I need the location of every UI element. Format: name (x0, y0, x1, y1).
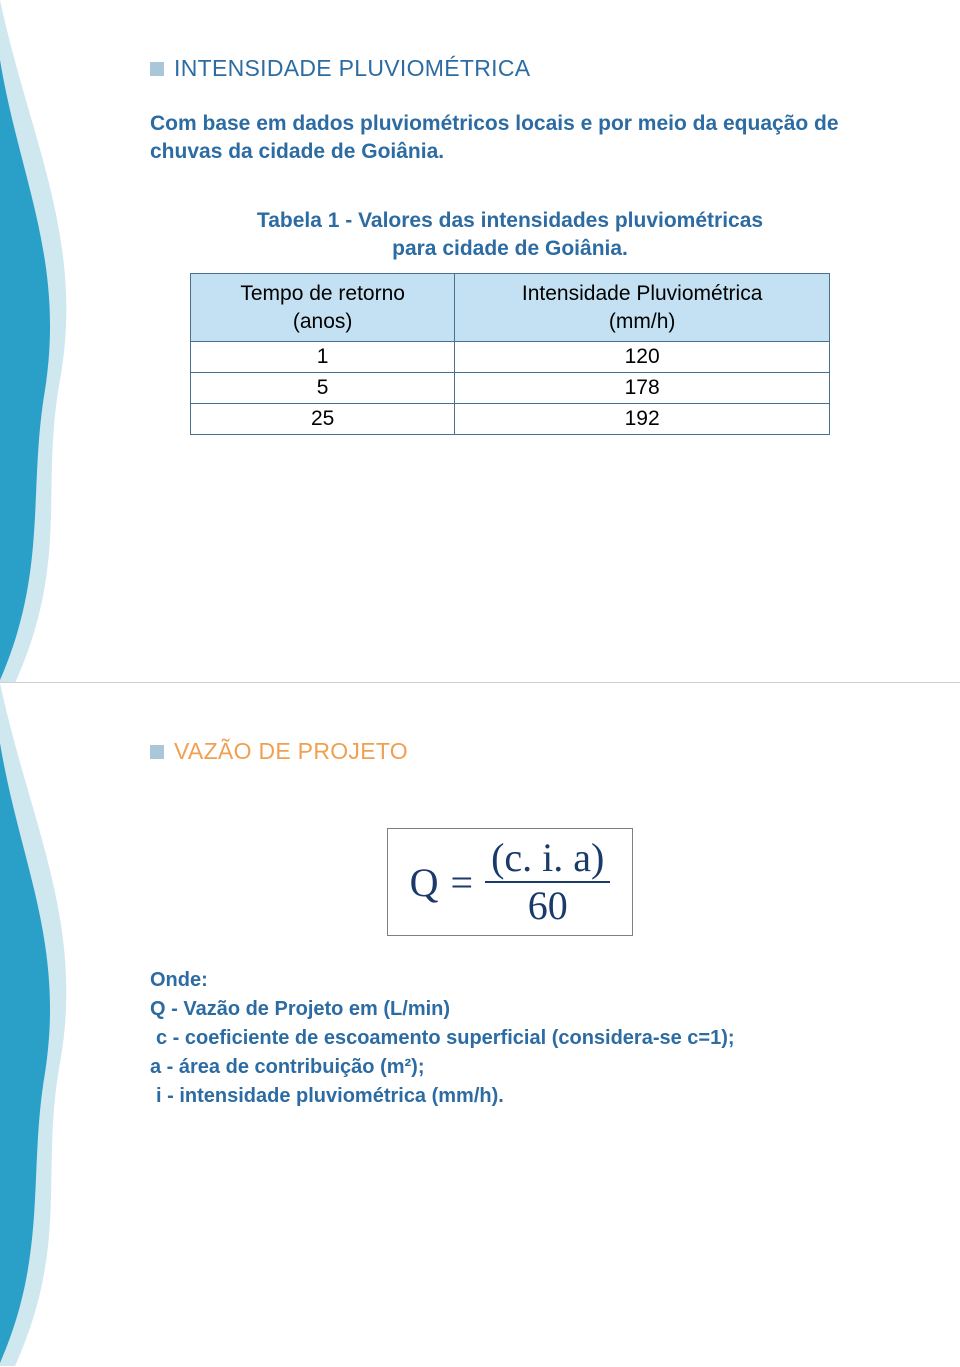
col2-h1: Intensidade Pluviométrica (522, 282, 762, 305)
pluviometric-table: Tempo de retorno (anos) Intensidade Pluv… (190, 273, 830, 435)
table-row: 25 192 (191, 403, 830, 434)
formula: Q = (c. i. a) 60 (410, 837, 611, 927)
table-header-col1: Tempo de retorno (anos) (191, 274, 455, 342)
formula-lhs: Q (410, 859, 439, 906)
def-q: Q - Vazão de Projeto em (L/min) (150, 995, 870, 1024)
cell-intensity: 178 (455, 372, 830, 403)
table-row: 1 120 (191, 341, 830, 372)
cell-years: 5 (191, 372, 455, 403)
def-a: a - área de contribuição (m²); (150, 1053, 870, 1082)
table-header-col2: Intensidade Pluviométrica (mm/h) (455, 274, 830, 342)
cell-years: 1 (191, 341, 455, 372)
cell-intensity: 120 (455, 341, 830, 372)
slide1-heading-row: INTENSIDADE PLUVIOMÉTRICA (150, 55, 870, 82)
slide2-heading-row: VAZÃO DE PROJETO (150, 738, 870, 765)
formula-wrap: Q = (c. i. a) 60 (150, 793, 870, 966)
slide2-content: VAZÃO DE PROJETO Q = (c. i. a) 60 Onde: (0, 683, 960, 1151)
col2-h2: (mm/h) (609, 310, 676, 333)
slide-1: INTENSIDADE PLUVIOMÉTRICA Com base em da… (0, 0, 960, 683)
formula-equals: = (451, 859, 474, 906)
bullet-square-icon (150, 62, 164, 76)
slide-2: VAZÃO DE PROJETO Q = (c. i. a) 60 Onde: (0, 683, 960, 1366)
onde-label: Onde: (150, 966, 870, 995)
def-i: i - intensidade pluviométrica (mm/h). (150, 1082, 870, 1111)
cell-years: 25 (191, 403, 455, 434)
definitions-block: Onde: Q - Vazão de Projeto em (L/min) c … (150, 966, 870, 1111)
slide1-heading: INTENSIDADE PLUVIOMÉTRICA (174, 55, 530, 82)
col1-h2: (anos) (293, 310, 353, 333)
formula-numerator: (c. i. a) (485, 837, 610, 883)
table-title-line1: Tabela 1 - Valores das intensidades pluv… (257, 209, 763, 232)
table-header-row: Tempo de retorno (anos) Intensidade Pluv… (191, 274, 830, 342)
formula-fraction: (c. i. a) 60 (485, 837, 610, 927)
col1-h1: Tempo de retorno (240, 282, 405, 305)
formula-denominator: 60 (528, 883, 568, 927)
cell-intensity: 192 (455, 403, 830, 434)
slide1-content: INTENSIDADE PLUVIOMÉTRICA Com base em da… (0, 0, 960, 475)
page: INTENSIDADE PLUVIOMÉTRICA Com base em da… (0, 0, 960, 1366)
slide2-heading: VAZÃO DE PROJETO (174, 738, 408, 765)
formula-box: Q = (c. i. a) 60 (387, 828, 634, 936)
slide1-intro-text: Com base em dados pluviométricos locais … (150, 110, 870, 167)
table-title-line2: para cidade de Goiânia. (392, 237, 628, 260)
table-row: 5 178 (191, 372, 830, 403)
bullet-square-icon (150, 745, 164, 759)
def-c: c - coeficiente de escoamento superficia… (150, 1024, 870, 1053)
table-title: Tabela 1 - Valores das intensidades pluv… (150, 207, 870, 264)
